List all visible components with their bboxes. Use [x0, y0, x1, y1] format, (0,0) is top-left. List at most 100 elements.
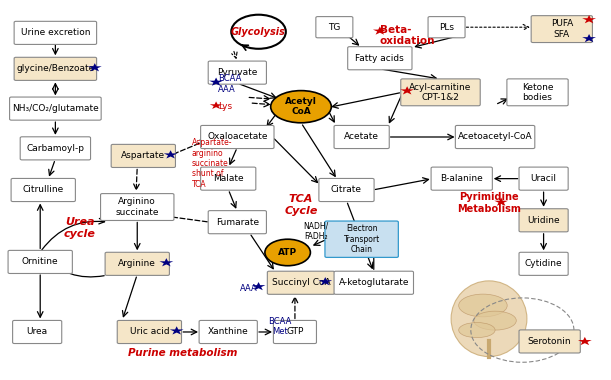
FancyBboxPatch shape: [200, 167, 256, 190]
Text: Acetate: Acetate: [344, 133, 379, 141]
Polygon shape: [210, 101, 222, 109]
FancyBboxPatch shape: [519, 167, 568, 190]
Text: Arginino
succinate: Arginino succinate: [115, 197, 159, 217]
Text: Arginine: Arginine: [119, 259, 156, 268]
FancyBboxPatch shape: [431, 167, 492, 190]
Text: NH₃/CO₂/glutamate: NH₃/CO₂/glutamate: [12, 104, 99, 113]
Ellipse shape: [451, 281, 527, 356]
FancyBboxPatch shape: [519, 209, 568, 232]
Text: Oxaloacetate: Oxaloacetate: [207, 133, 268, 141]
FancyBboxPatch shape: [519, 252, 568, 276]
Text: Pyrimidine
Metabolism: Pyrimidine Metabolism: [457, 192, 521, 214]
Text: Acetoacetyl-CoA: Acetoacetyl-CoA: [458, 133, 532, 141]
FancyBboxPatch shape: [519, 330, 580, 353]
Text: Malate: Malate: [213, 174, 244, 183]
FancyBboxPatch shape: [101, 193, 174, 220]
Text: BCAA
AAA: BCAA AAA: [218, 74, 241, 94]
Polygon shape: [159, 258, 174, 266]
FancyBboxPatch shape: [8, 250, 72, 274]
Ellipse shape: [265, 239, 310, 266]
Text: Acetyl
CoA: Acetyl CoA: [285, 97, 317, 116]
Ellipse shape: [459, 323, 495, 338]
Text: TCA
Cycle: TCA Cycle: [284, 194, 318, 216]
Text: Fatty acids: Fatty acids: [356, 54, 404, 63]
FancyBboxPatch shape: [507, 79, 568, 106]
Polygon shape: [400, 86, 414, 95]
FancyBboxPatch shape: [208, 61, 266, 84]
Text: Cytidine: Cytidine: [525, 259, 562, 268]
Polygon shape: [252, 282, 265, 290]
FancyBboxPatch shape: [117, 320, 181, 344]
FancyBboxPatch shape: [348, 47, 412, 70]
FancyBboxPatch shape: [208, 211, 266, 234]
Text: TG: TG: [328, 23, 340, 32]
FancyBboxPatch shape: [334, 125, 389, 149]
Polygon shape: [373, 27, 387, 35]
Polygon shape: [88, 63, 101, 71]
Text: GTP: GTP: [286, 328, 304, 336]
FancyBboxPatch shape: [111, 144, 175, 168]
Text: B-alanine: B-alanine: [441, 174, 483, 183]
Text: Aspartate: Aspartate: [121, 151, 166, 160]
FancyBboxPatch shape: [20, 137, 90, 160]
Text: Electron
Transport
Chain: Electron Transport Chain: [343, 224, 380, 254]
Text: Uridine: Uridine: [527, 216, 560, 225]
Ellipse shape: [271, 90, 331, 123]
Text: Carbamoyl-p: Carbamoyl-p: [26, 144, 84, 153]
FancyBboxPatch shape: [316, 17, 353, 38]
Polygon shape: [164, 150, 178, 158]
Text: PUFA
SFA: PUFA SFA: [551, 19, 573, 39]
Text: Ornitine: Ornitine: [22, 257, 59, 266]
Text: Urea
cycle: Urea cycle: [64, 217, 95, 239]
Text: Uracil: Uracil: [530, 174, 557, 183]
Text: Lys: Lys: [218, 102, 232, 111]
Text: Fumarate: Fumarate: [216, 218, 259, 227]
Text: Citrulline: Citrulline: [23, 185, 64, 195]
FancyBboxPatch shape: [325, 221, 398, 257]
Text: AAA: AAA: [240, 284, 257, 293]
FancyBboxPatch shape: [455, 125, 535, 149]
Text: Pyruvate: Pyruvate: [217, 68, 257, 77]
Text: Urea: Urea: [27, 328, 48, 336]
FancyBboxPatch shape: [200, 125, 274, 149]
Text: ATP: ATP: [278, 248, 297, 257]
Text: PLs: PLs: [439, 23, 454, 32]
FancyBboxPatch shape: [10, 97, 101, 120]
Text: Acyl-carnitine
CPT-1&2: Acyl-carnitine CPT-1&2: [409, 82, 472, 102]
Polygon shape: [170, 326, 183, 334]
Text: Urine excretion: Urine excretion: [21, 28, 90, 37]
Text: Uric acid: Uric acid: [130, 328, 169, 336]
FancyBboxPatch shape: [11, 179, 75, 201]
Text: Xanthine: Xanthine: [208, 328, 249, 336]
FancyBboxPatch shape: [199, 320, 257, 344]
Ellipse shape: [459, 294, 507, 317]
FancyBboxPatch shape: [334, 271, 414, 294]
Text: Beta-
oxidation: Beta- oxidation: [380, 25, 436, 46]
Text: Succinyl CoA: Succinyl CoA: [272, 278, 331, 287]
FancyBboxPatch shape: [13, 320, 62, 344]
FancyBboxPatch shape: [428, 17, 465, 38]
FancyBboxPatch shape: [14, 57, 97, 81]
FancyBboxPatch shape: [319, 179, 374, 201]
Polygon shape: [578, 337, 592, 345]
Text: A-ketoglutarate: A-ketoglutarate: [338, 278, 409, 287]
FancyBboxPatch shape: [14, 21, 97, 44]
Polygon shape: [209, 78, 223, 86]
FancyBboxPatch shape: [401, 79, 480, 106]
Polygon shape: [582, 15, 596, 23]
Text: Aspartate-
arginino
succinate
shunt of
TCA: Aspartate- arginino succinate shunt of T…: [192, 138, 232, 189]
Text: NADH/
FADH₂: NADH/ FADH₂: [303, 222, 328, 241]
Text: Ketone
bodies: Ketone bodies: [522, 82, 554, 102]
Ellipse shape: [474, 311, 516, 330]
Text: BCAA
Met: BCAA Met: [268, 317, 291, 336]
FancyBboxPatch shape: [105, 252, 169, 276]
Text: Serotonin: Serotonin: [528, 337, 571, 346]
FancyBboxPatch shape: [273, 320, 316, 344]
FancyBboxPatch shape: [531, 16, 593, 43]
Text: Citrate: Citrate: [331, 185, 362, 195]
Text: glycine/Benzoate: glycine/Benzoate: [16, 64, 95, 73]
Text: Glycolysis: Glycolysis: [231, 27, 286, 37]
FancyBboxPatch shape: [268, 271, 335, 294]
Polygon shape: [318, 277, 332, 285]
Polygon shape: [582, 34, 596, 42]
